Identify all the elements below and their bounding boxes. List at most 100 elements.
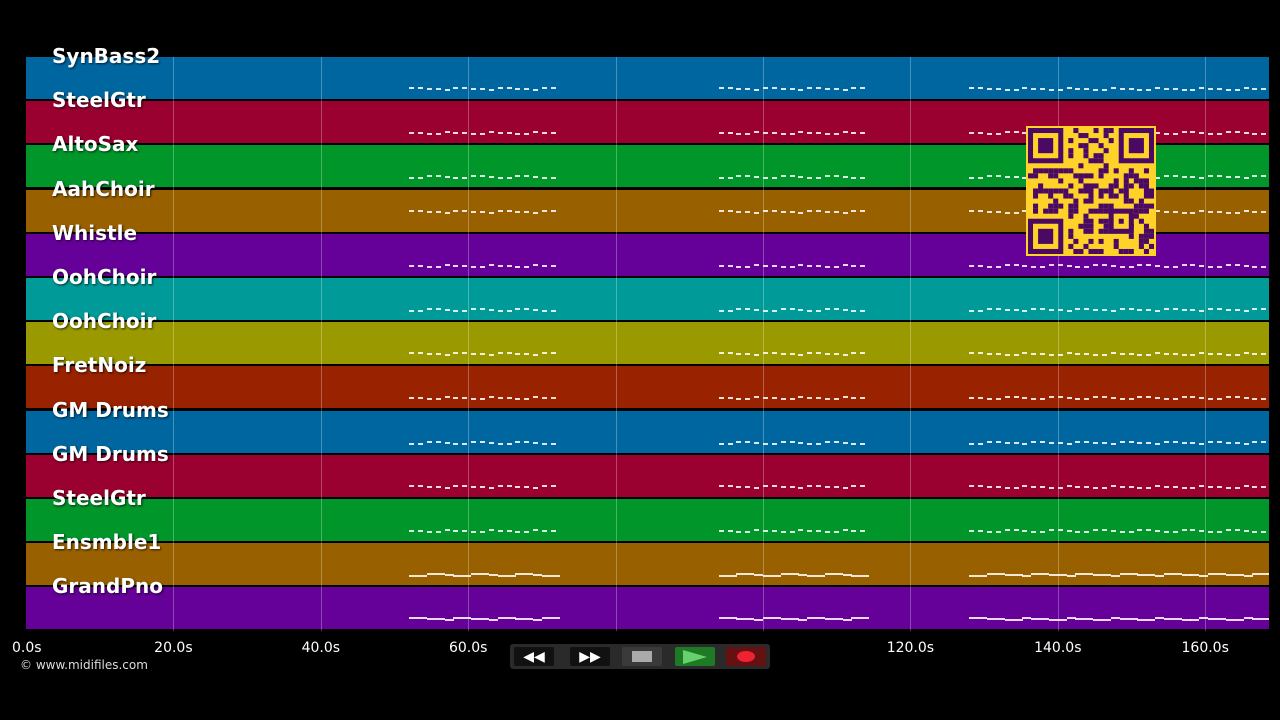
note-mark [1075, 485, 1081, 488]
note-mark [418, 209, 424, 212]
note-mark [1004, 574, 1014, 577]
note-mark [462, 177, 468, 180]
note-mark [1004, 529, 1010, 531]
note-mark [789, 531, 795, 533]
note-mark [506, 132, 512, 135]
note-mark [833, 265, 839, 268]
grid-line [468, 57, 470, 631]
note-mark [771, 617, 781, 620]
note-mark [1243, 397, 1249, 400]
note-mark [1084, 265, 1090, 268]
note-mark [524, 618, 534, 621]
note-mark [1013, 263, 1019, 266]
note-mark [995, 175, 1001, 178]
note-mark [969, 264, 975, 267]
note-mark [771, 264, 777, 267]
note-mark [780, 210, 786, 213]
note-mark [754, 396, 760, 399]
note-mark [479, 308, 485, 310]
note-mark [1128, 573, 1138, 576]
note-mark [1137, 354, 1143, 357]
note-mark [515, 353, 521, 356]
note-mark [1022, 132, 1028, 135]
note-mark [1093, 89, 1099, 91]
note-mark [426, 398, 432, 401]
note-mark [497, 530, 503, 532]
note-mark [745, 265, 751, 268]
track-row [26, 454, 1269, 499]
note-mark [515, 308, 521, 310]
note-mark [1181, 486, 1187, 489]
note-mark [1208, 210, 1214, 213]
note-mark [409, 530, 415, 532]
note-mark [1075, 308, 1081, 310]
note-mark [798, 396, 804, 399]
track-row [26, 322, 1269, 367]
note-mark [816, 264, 822, 267]
note-mark [444, 619, 454, 622]
record-button[interactable] [726, 647, 766, 666]
note-mark [745, 210, 751, 213]
grid-line [910, 57, 912, 631]
note-mark [1057, 309, 1063, 311]
note-mark [842, 211, 848, 214]
note-mark [736, 210, 742, 213]
rewind-button[interactable]: ◀◀ [514, 647, 554, 666]
note-mark [409, 132, 415, 135]
note-mark [1022, 530, 1028, 532]
note-mark [754, 619, 764, 622]
play-button[interactable] [675, 647, 715, 666]
note-mark [1004, 354, 1010, 357]
note-mark [1252, 175, 1258, 178]
note-mark [987, 440, 993, 443]
note-mark [435, 618, 445, 621]
note-mark [754, 211, 760, 214]
fast-forward-button[interactable]: ▶▶ [570, 647, 610, 666]
note-mark [1163, 265, 1169, 268]
note-mark [1155, 397, 1161, 400]
note-mark [807, 442, 813, 445]
note-mark [515, 88, 521, 90]
note-mark [1190, 131, 1196, 134]
note-mark [453, 617, 463, 620]
note-mark [471, 265, 477, 268]
note-mark [453, 484, 459, 487]
track-row [26, 587, 1269, 632]
note-mark [824, 265, 830, 268]
note-mark [851, 484, 857, 487]
note-mark [1128, 265, 1134, 268]
note-mark [754, 486, 760, 489]
note-mark [727, 264, 733, 267]
note-mark [550, 177, 556, 180]
note-mark [842, 619, 852, 622]
note-mark [824, 308, 830, 310]
note-mark [1190, 441, 1196, 444]
note-mark [763, 264, 768, 267]
note-mark [541, 397, 547, 400]
note-mark [471, 485, 477, 488]
note-mark [842, 176, 848, 179]
note-mark [1146, 529, 1152, 531]
note-mark [1031, 265, 1037, 268]
note-mark [453, 177, 459, 180]
note-mark [1199, 397, 1205, 400]
note-mark [727, 209, 733, 212]
note-mark [453, 264, 459, 267]
transport-controls: ◀◀ ▶▶ [510, 644, 770, 669]
note-mark [1102, 441, 1108, 444]
note-mark [1110, 575, 1120, 578]
note-mark [771, 352, 777, 355]
note-mark [1216, 573, 1226, 576]
note-mark [550, 264, 556, 267]
note-mark [1261, 210, 1267, 213]
note-mark [1172, 88, 1178, 90]
note-mark [1066, 442, 1072, 445]
note-mark [1084, 618, 1094, 621]
note-mark [978, 209, 984, 212]
note-mark [435, 573, 445, 576]
stop-button[interactable] [622, 647, 662, 666]
note-mark [479, 573, 489, 576]
note-mark [736, 265, 742, 268]
note-mark [969, 177, 975, 180]
note-mark [462, 530, 468, 532]
